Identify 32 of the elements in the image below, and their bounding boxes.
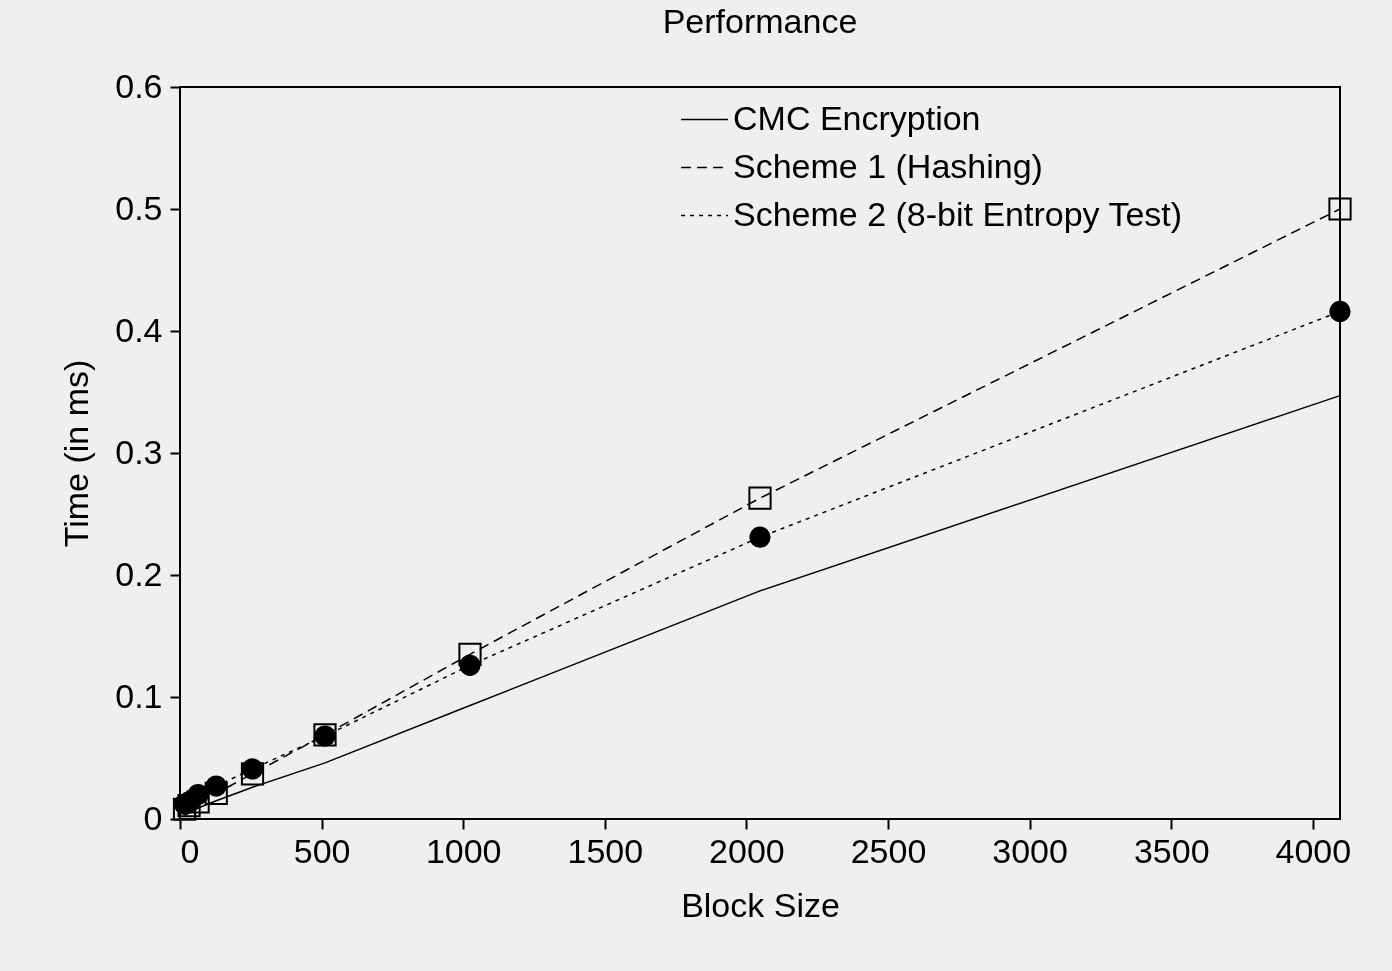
y-axis-title: Time (in ms) [57, 359, 96, 548]
legend-label: Scheme 2 (8-bit Entropy Test) [733, 194, 1183, 233]
point [458, 642, 482, 666]
point [1329, 300, 1351, 323]
x-tick-label: 1500 [567, 831, 644, 870]
y-tick-label: 0.6 [115, 66, 163, 105]
y-tick-label: 0.5 [115, 188, 163, 227]
point [749, 526, 771, 548]
x-tick-label: 3000 [992, 831, 1068, 870]
y-tick-label: 0.4 [115, 310, 163, 349]
x-tick-label: 0 [180, 831, 200, 870]
point [240, 762, 265, 786]
x-tick-label: 500 [293, 831, 351, 870]
point [748, 486, 772, 510]
x-tick-label: 2000 [709, 831, 785, 870]
y-tick-label: 0.3 [115, 432, 163, 471]
point [459, 654, 481, 676]
legend-label: Scheme 1 (Hashing) [733, 146, 1043, 185]
chart-title: Performance [662, 2, 858, 40]
point [241, 758, 264, 780]
x-tick-label: 2500 [850, 831, 927, 870]
legend-label: CMC Encryption [733, 98, 981, 137]
point [1328, 197, 1352, 221]
x-axis-title: Block Size [681, 885, 840, 924]
y-tick-label: 0.2 [115, 554, 163, 593]
point [187, 784, 209, 806]
point [205, 775, 227, 797]
y-tick-label: 0 [143, 798, 163, 837]
x-tick-label: 3500 [1133, 831, 1210, 870]
x-tick-label: 4000 [1275, 831, 1352, 870]
y-tick-label: 0.1 [115, 676, 163, 715]
x-tick-label: 1000 [425, 831, 502, 870]
